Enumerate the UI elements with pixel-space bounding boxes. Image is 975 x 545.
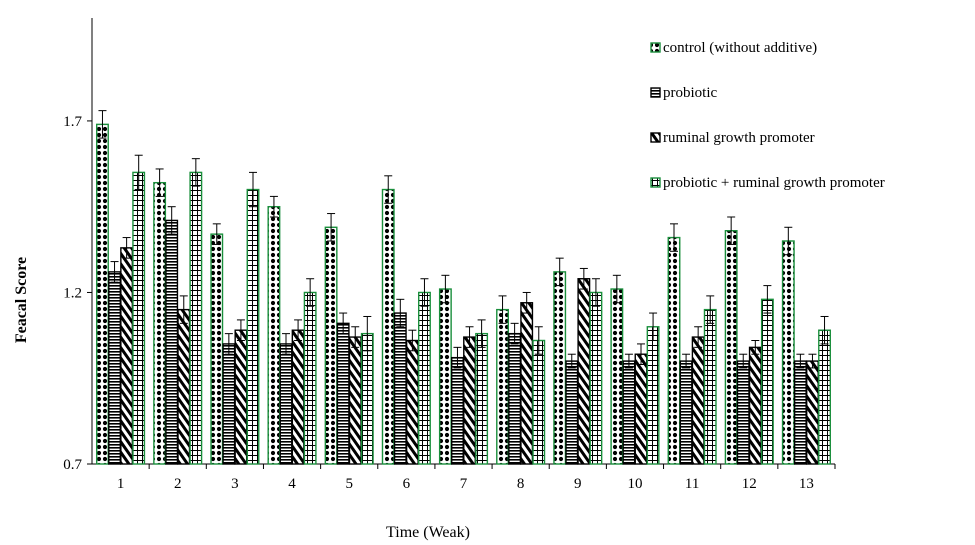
legend-swatch-horizontal xyxy=(650,87,661,98)
x-tick-label: 5 xyxy=(345,476,353,492)
bar-dots-week-1 xyxy=(96,123,109,465)
legend: control (without additive) probiotic rumin… xyxy=(650,40,885,191)
bar-diagonal-week-11 xyxy=(691,336,705,465)
bars xyxy=(96,110,831,465)
bar-horizontal-week-10 xyxy=(622,360,636,465)
x-tick-label: 1 xyxy=(117,476,125,492)
bar-dots-week-10 xyxy=(610,288,624,465)
x-tick-label: 6 xyxy=(403,476,411,492)
bar-dots-week-9 xyxy=(553,271,567,465)
bar-dots-week-4 xyxy=(267,205,281,465)
y-tick-label: 1.2 xyxy=(63,285,82,301)
x-tick-label: 9 xyxy=(574,476,582,492)
legend-label: ruminal growth promoter xyxy=(663,130,815,146)
x-axis-title: Time (Weak) xyxy=(386,524,470,541)
bar-horizontal-week-7 xyxy=(451,356,464,465)
bar-grid-week-1 xyxy=(132,171,146,465)
bar-horizontal-week-2 xyxy=(165,219,179,465)
bar-grid-week-13 xyxy=(818,329,831,465)
bar-diagonal-week-4 xyxy=(291,329,305,465)
bar-diagonal-week-6 xyxy=(405,339,419,465)
bar-dots-week-8 xyxy=(496,308,509,465)
x-tick-label: 12 xyxy=(742,476,757,492)
bar-grid-week-3 xyxy=(246,188,260,465)
bar-grid-week-4 xyxy=(303,291,317,465)
x-tick-label: 3 xyxy=(231,476,239,492)
x-tick-label: 13 xyxy=(799,476,814,492)
bar-diagonal-week-5 xyxy=(348,336,362,465)
bar-dots-week-13 xyxy=(781,240,795,465)
bar-diagonal-week-1 xyxy=(120,247,134,465)
bar-horizontal-week-9 xyxy=(565,360,579,465)
bar-grid-week-2 xyxy=(189,171,203,465)
bar-horizontal-week-11 xyxy=(679,360,693,465)
x-tick-label: 7 xyxy=(460,476,468,492)
bar-horizontal-week-5 xyxy=(336,322,350,465)
bar-horizontal-week-6 xyxy=(393,312,407,465)
bar-horizontal-week-13 xyxy=(793,360,807,465)
bar-grid-week-11 xyxy=(703,308,717,465)
bar-diagonal-week-13 xyxy=(806,360,819,465)
bar-horizontal-week-12 xyxy=(736,360,750,465)
y-ticks: 0.7 1.2 1.7 xyxy=(63,114,92,473)
bar-dots-week-5 xyxy=(324,226,338,465)
bar-dots-week-2 xyxy=(153,181,167,465)
bar-grid-week-5 xyxy=(360,332,374,465)
legend-label: probiotic xyxy=(663,85,717,101)
bar-horizontal-week-4 xyxy=(279,343,293,465)
bar-horizontal-week-1 xyxy=(108,271,121,465)
bar-dots-week-6 xyxy=(381,188,395,465)
bar-grid-week-12 xyxy=(760,298,774,465)
bar-diagonal-week-7 xyxy=(463,336,476,465)
legend-swatch-diagonal xyxy=(650,132,661,143)
x-tick-label: 11 xyxy=(685,476,699,492)
bar-horizontal-week-3 xyxy=(222,343,236,465)
bar-dots-week-7 xyxy=(438,288,452,465)
bar-grid-week-10 xyxy=(646,326,660,465)
legend-swatch-dots xyxy=(650,42,661,53)
bar-diagonal-week-3 xyxy=(234,329,248,465)
legend-label: control (without additive) xyxy=(663,40,817,56)
bar-dots-week-3 xyxy=(210,233,224,465)
bar-dots-week-11 xyxy=(667,236,681,465)
bar-grid-week-7 xyxy=(475,332,489,465)
x-tick-label: 8 xyxy=(517,476,525,492)
x-tick-label: 4 xyxy=(288,476,296,492)
bar-diagonal-week-12 xyxy=(748,346,762,465)
bar-horizontal-week-8 xyxy=(508,332,522,465)
legend-label: probiotic + ruminal growth promoter xyxy=(663,175,885,191)
y-axis-title: Feacal Score xyxy=(13,257,30,343)
bar-grid-week-8 xyxy=(532,339,546,465)
bar-diagonal-week-9 xyxy=(577,278,591,465)
bar-diagonal-week-8 xyxy=(520,302,534,465)
legend-swatch-grid xyxy=(650,177,661,188)
y-tick-label: 0.7 xyxy=(63,457,82,473)
x-tick-label: 10 xyxy=(627,476,642,492)
bar-grid-week-9 xyxy=(589,291,603,465)
bar-dots-week-12 xyxy=(724,230,738,465)
bar-diagonal-week-2 xyxy=(177,308,191,465)
bar-diagonal-week-10 xyxy=(634,353,648,465)
y-tick-label: 1.7 xyxy=(63,114,82,130)
bar-grid-week-6 xyxy=(418,291,431,465)
x-tick-label: 2 xyxy=(174,476,182,492)
x-ticks: 1 2 3 4 5 6 7 8 9 10 11 12 13 xyxy=(117,464,836,492)
